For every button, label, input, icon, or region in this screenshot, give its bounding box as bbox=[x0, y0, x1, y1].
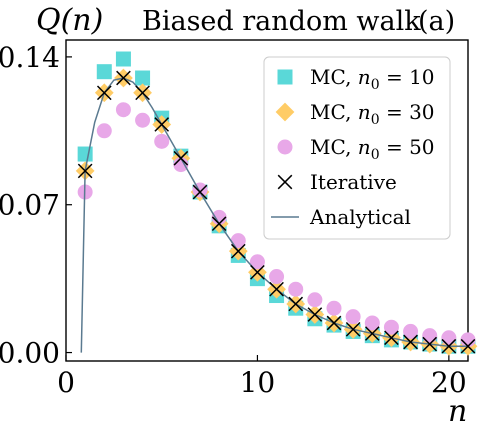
data-point-circle bbox=[345, 309, 361, 325]
data-point-x bbox=[364, 326, 380, 341]
plot-frame bbox=[65, 39, 469, 362]
y-tick-label: 0.00 bbox=[0, 337, 60, 370]
legend-swatch-circle bbox=[277, 139, 293, 155]
data-point-x bbox=[173, 150, 189, 166]
data-point-circle bbox=[326, 300, 342, 316]
legend-box bbox=[263, 56, 451, 240]
data-point-x bbox=[307, 307, 323, 322]
data-point-circle bbox=[115, 102, 131, 118]
data-point-circle bbox=[441, 330, 457, 346]
data-point-square bbox=[77, 146, 93, 162]
data-point-x bbox=[422, 336, 438, 352]
data-point-x bbox=[269, 281, 284, 297]
data-point-circle bbox=[383, 319, 399, 335]
data-point-x bbox=[135, 85, 150, 101]
data-point-x bbox=[116, 70, 131, 86]
data-point-circle bbox=[460, 332, 476, 348]
y-tick-label: 0.14 bbox=[0, 41, 60, 74]
data-point-x bbox=[77, 163, 93, 179]
legend-label: MC, n0 = 50 bbox=[310, 135, 435, 163]
series-x bbox=[77, 70, 476, 354]
legend-swatch-diamond bbox=[275, 102, 295, 122]
y-axis-label: Q(n) bbox=[36, 3, 103, 38]
x-tick-label: 10 bbox=[240, 366, 276, 399]
legend-label: MC, n0 = 30 bbox=[310, 100, 435, 128]
data-point-circle bbox=[230, 233, 246, 249]
data-point-circle bbox=[211, 209, 227, 225]
data-point-circle bbox=[192, 182, 208, 198]
data-point-circle bbox=[249, 254, 265, 270]
data-point-x bbox=[460, 338, 476, 354]
legend-label: MC, n0 = 10 bbox=[310, 65, 435, 93]
data-point-x bbox=[250, 264, 265, 280]
data-point-x bbox=[326, 315, 342, 331]
data-point-x bbox=[345, 321, 361, 337]
legend-swatch-x bbox=[277, 174, 293, 190]
x-tick-label: 0 bbox=[57, 366, 75, 399]
data-point-x bbox=[230, 243, 246, 259]
data-point-x bbox=[288, 296, 304, 312]
data-point-square bbox=[115, 51, 131, 67]
data-point-circle bbox=[288, 281, 304, 297]
legend-swatch-square bbox=[277, 69, 293, 85]
data-point-circle bbox=[403, 323, 419, 339]
series-layer bbox=[75, 51, 478, 356]
chart-title: Biased random walk bbox=[142, 6, 421, 37]
legend-label: Analytical bbox=[309, 205, 411, 229]
data-point-x bbox=[441, 338, 457, 354]
data-point-x bbox=[96, 85, 112, 101]
data-point-square bbox=[96, 64, 112, 80]
legend-label: Iterative bbox=[310, 170, 397, 194]
panel-label: (a) bbox=[418, 6, 455, 37]
data-point-circle bbox=[364, 315, 380, 331]
data-point-circle bbox=[96, 123, 112, 139]
data-point-circle bbox=[269, 269, 285, 285]
data-point-x bbox=[384, 330, 399, 346]
data-point-circle bbox=[135, 112, 151, 128]
data-point-x bbox=[154, 117, 170, 132]
data-point-circle bbox=[154, 133, 170, 149]
data-point-x bbox=[403, 334, 418, 350]
data-point-square bbox=[135, 70, 151, 86]
x-axis-label: n bbox=[448, 394, 467, 427]
data-point-circle bbox=[307, 292, 323, 308]
x-tick-label: 20 bbox=[431, 366, 467, 399]
legend: MC, n0 = 10 MC, n0 = 30 MC, n0 = 50 Iterati… bbox=[263, 56, 451, 240]
data-point-x bbox=[192, 184, 208, 200]
data-point-circle bbox=[422, 328, 438, 344]
data-point-x bbox=[211, 216, 227, 232]
y-tick-label: 0.07 bbox=[0, 189, 60, 222]
axis-ticks: 0 10 20 0.00 0.07 0.14 bbox=[0, 41, 467, 399]
data-point-circle bbox=[173, 157, 189, 173]
